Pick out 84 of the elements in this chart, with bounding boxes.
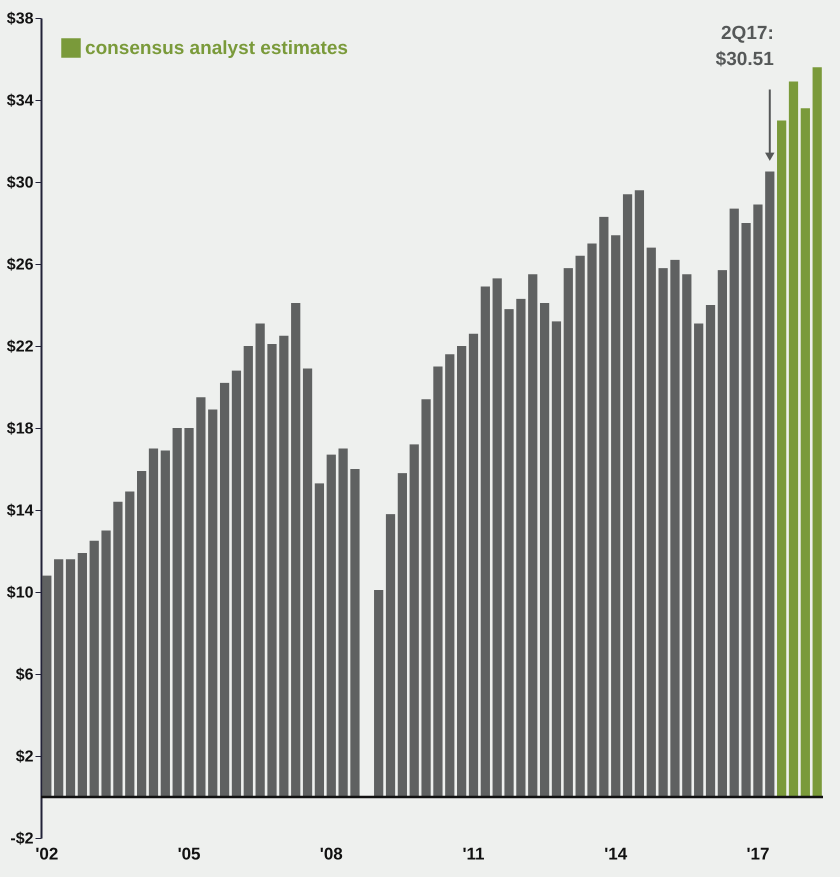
bar (670, 260, 680, 797)
bar (279, 336, 288, 797)
bar (42, 576, 52, 797)
bar (788, 82, 798, 797)
bar (125, 492, 134, 797)
bar (516, 298, 526, 797)
x-tick-label: '02 (35, 844, 58, 864)
bar (326, 454, 336, 797)
bar (196, 397, 206, 797)
bar (611, 235, 620, 797)
bar (812, 67, 822, 797)
bar (421, 399, 431, 797)
bar (267, 344, 277, 797)
x-tick-label: '05 (178, 844, 201, 864)
legend-label: consensus analyst estimates (85, 38, 348, 59)
bar (148, 448, 158, 797)
bar (184, 428, 194, 797)
bar (552, 321, 562, 797)
bar (753, 204, 763, 797)
y-tick-label: $6 (16, 666, 34, 684)
bar (160, 450, 170, 797)
bar (528, 274, 538, 797)
bar (374, 590, 384, 797)
bar (220, 382, 230, 797)
bar (741, 223, 751, 797)
bar (564, 268, 573, 797)
bar (468, 334, 478, 797)
bar (256, 323, 265, 797)
bar (291, 302, 300, 797)
bar (314, 483, 324, 797)
bar (504, 309, 514, 797)
y-tick-label: $38 (6, 10, 34, 28)
x-tick-label: '08 (320, 844, 343, 864)
annotation: 2Q17: $30.51 (716, 22, 774, 70)
bar (302, 368, 312, 797)
x-tick-label: '11 (462, 844, 484, 864)
bar (658, 268, 668, 797)
bar (386, 514, 396, 797)
bar (137, 471, 146, 797)
y-tick-label: -$2 (10, 830, 34, 848)
bar (599, 216, 608, 797)
bar (101, 530, 111, 797)
bar (706, 305, 716, 797)
bar (718, 270, 727, 797)
y-tick-label: $14 (6, 502, 34, 520)
bar (338, 448, 348, 797)
bar (90, 540, 99, 797)
y-tick-label: $10 (6, 584, 34, 602)
bar (730, 208, 739, 797)
bar (587, 244, 597, 797)
y-tick-label: $2 (16, 748, 34, 766)
y-tick-label: $26 (6, 256, 34, 274)
bar (800, 108, 810, 797)
bar (433, 366, 443, 797)
bar (457, 346, 466, 797)
x-tick-label: '14 (604, 844, 628, 864)
bar (78, 553, 87, 797)
bar (492, 278, 502, 797)
bar (634, 190, 644, 797)
bar (398, 473, 407, 797)
y-tick-label: $30 (6, 174, 34, 192)
bar (350, 469, 360, 797)
bar (576, 256, 585, 797)
bar (66, 559, 76, 797)
y-tick-label: $22 (6, 338, 34, 356)
bar (54, 559, 64, 797)
bar (232, 370, 242, 797)
bar (244, 346, 253, 797)
bar (208, 410, 218, 797)
y-tick-label: $18 (6, 420, 34, 438)
bar (777, 120, 786, 797)
bar (765, 172, 774, 797)
y-tick-label: $34 (6, 92, 34, 110)
bar (694, 323, 704, 797)
bar (682, 274, 692, 797)
bar (646, 248, 656, 797)
bar (445, 354, 454, 797)
bar (480, 286, 490, 797)
x-tick-label: '17 (746, 844, 770, 864)
bar (622, 194, 632, 797)
bar (113, 502, 123, 797)
bar (540, 302, 550, 797)
bar (410, 444, 419, 797)
bar (172, 428, 182, 797)
